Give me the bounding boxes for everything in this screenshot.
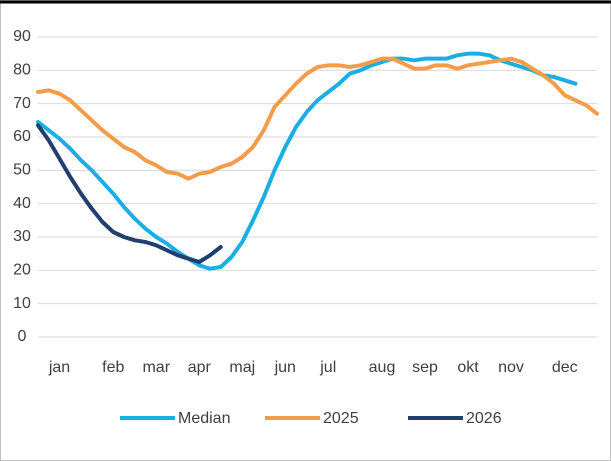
y-tick-label: 20 [13, 262, 31, 279]
y-tick-label: 10 [13, 295, 31, 312]
x-tick-label: nov [498, 359, 524, 376]
series-line [36, 123, 223, 264]
legend-label: Median [178, 410, 230, 427]
x-tick-label: aug [369, 359, 396, 376]
y-tick-label: 80 [13, 62, 31, 79]
y-tick-label: 50 [13, 162, 31, 179]
x-tick-label: dec [552, 359, 578, 376]
legend-label: 2026 [466, 410, 502, 427]
x-tick-label: jul [319, 359, 336, 376]
x-tick-label: feb [102, 359, 124, 376]
x-tick-label: mar [142, 359, 170, 376]
y-tick-label: 60 [13, 128, 31, 145]
y-tick-label: 30 [13, 228, 31, 245]
y-tick-label: 70 [13, 95, 31, 112]
x-tick-label: jan [48, 359, 70, 376]
y-tick-label: 90 [13, 28, 31, 45]
x-tick-label: sep [412, 359, 438, 376]
x-tick-label: maj [229, 359, 255, 376]
series-line [36, 51, 578, 271]
x-tick-label: okt [457, 359, 479, 376]
x-tick-label: apr [188, 359, 212, 376]
y-tick-label: 0 [18, 328, 27, 345]
series-line [36, 56, 599, 181]
x-tick-label: jun [274, 359, 296, 376]
y-tick-label: 40 [13, 195, 31, 212]
legend-label: 2025 [323, 410, 359, 427]
